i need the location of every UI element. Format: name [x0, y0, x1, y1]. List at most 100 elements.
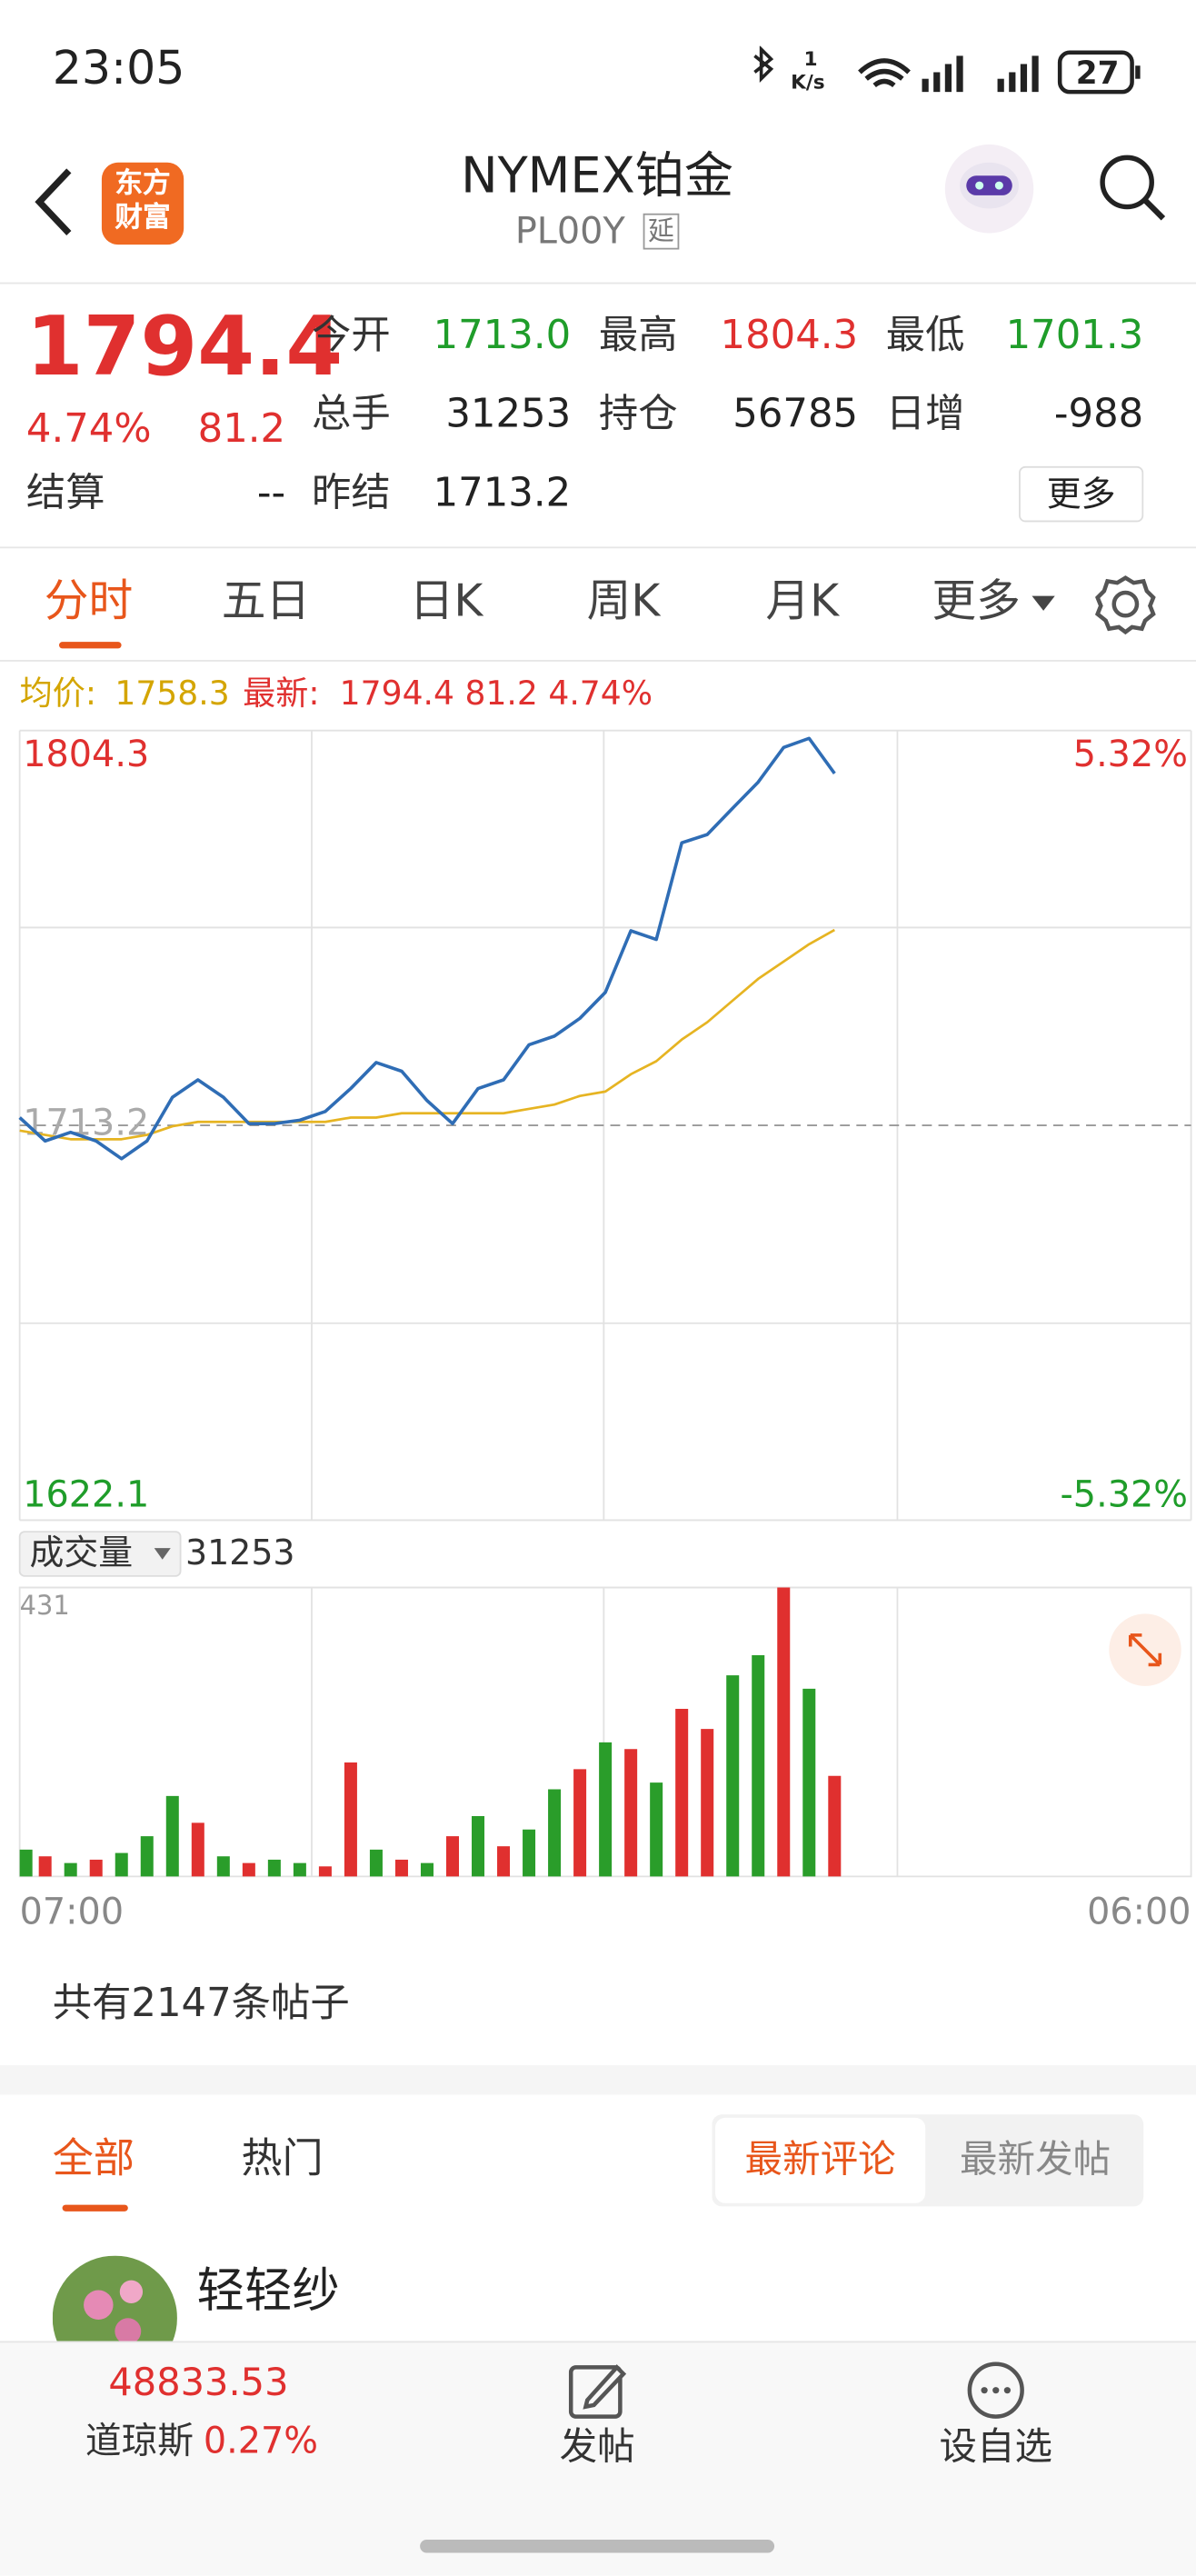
settings-button[interactable]: [1094, 573, 1157, 635]
net-speed: 1: [803, 47, 818, 71]
change-percent: 4.74%: [25, 405, 152, 452]
volume-bar: [38, 1856, 52, 1877]
period-tab[interactable]: 更多: [932, 575, 1021, 627]
post-icon[interactable]: [568, 2361, 627, 2420]
home-indicator: [420, 2540, 775, 2553]
dropdown-arrow: [154, 1548, 171, 1560]
last-price: 1794.4: [25, 298, 344, 394]
volume-bar: [573, 1769, 587, 1877]
chart-frame: [18, 730, 1192, 1878]
field-value: 1713.2: [433, 469, 572, 516]
volume-bar: [318, 1866, 332, 1877]
field-value: --: [256, 469, 286, 516]
index-name[interactable]: 道琼斯: [85, 2421, 194, 2463]
battery-level: 27: [1075, 55, 1120, 93]
volume-bar: [752, 1654, 765, 1877]
volume-bar: [624, 1749, 638, 1877]
logo-text: 东方: [115, 167, 171, 201]
search-button[interactable]: [1096, 151, 1168, 223]
delay-tag: 延: [643, 213, 680, 250]
symbol-code: PL00Y: [514, 211, 625, 254]
volume-bar: [472, 1815, 485, 1877]
volume-bar: [777, 1587, 791, 1877]
change-amount: 81.2: [197, 405, 286, 452]
y-tick-label: 1622.1: [23, 1474, 149, 1516]
volume-bar: [701, 1729, 714, 1877]
last-label: 最新:: [243, 673, 320, 713]
user-name[interactable]: 轻轻纱: [196, 2261, 340, 2319]
volume-bar: [802, 1688, 816, 1877]
volume-bar: [344, 1762, 357, 1877]
field-value: -988: [1053, 390, 1144, 437]
more-button[interactable]: 更多: [1019, 465, 1144, 523]
page-title: NYMEX铂金: [461, 147, 734, 205]
y2-tick-label: 5.32%: [1073, 734, 1188, 775]
volume-bar: [242, 1862, 255, 1877]
field-value: 31253: [445, 390, 572, 437]
post-tab[interactable]: 全部: [52, 2133, 135, 2182]
field-value: 56785: [733, 390, 859, 437]
volume-title: 成交量: [29, 1533, 133, 1573]
volume-bar: [420, 1862, 434, 1877]
field-label: 最高: [598, 312, 678, 358]
section-gap: [0, 2065, 1196, 2095]
volume-bar: [523, 1829, 536, 1877]
post-tab[interactable]: 热门: [241, 2133, 324, 2182]
action-label[interactable]: 设自选: [939, 2426, 1053, 2470]
volume-bar: [497, 1846, 511, 1877]
volume-bar: [89, 1859, 103, 1877]
field-label: 总手: [311, 390, 391, 437]
y2-tick-label: -5.32%: [1060, 1474, 1187, 1516]
volume-bar: [216, 1856, 230, 1877]
dropdown-arrow: [1032, 595, 1055, 611]
field-label: 今开: [311, 312, 391, 358]
volume-bar: [165, 1795, 179, 1877]
field-label: 最低: [885, 312, 965, 358]
volume-bar: [19, 1849, 33, 1877]
volume-bar: [548, 1789, 562, 1877]
watchlist-icon[interactable]: [966, 2361, 1025, 2420]
volume-bar: [394, 1859, 408, 1877]
volume-bar: [191, 1822, 204, 1877]
sort-option[interactable]: 最新评论: [715, 2117, 926, 2203]
volume-bar: [675, 1708, 689, 1877]
period-tab[interactable]: 周K: [586, 575, 661, 627]
period-tab[interactable]: 五日: [221, 575, 311, 627]
index-change[interactable]: 0.27%: [203, 2421, 319, 2463]
back-button[interactable]: [29, 165, 78, 240]
volume-bar: [140, 1836, 154, 1877]
period-tab[interactable]: 分时: [44, 575, 134, 627]
volume-bar: [599, 1742, 613, 1877]
action-label[interactable]: 发帖: [559, 2426, 635, 2470]
field-value: 1701.3: [1005, 312, 1144, 358]
period-tab[interactable]: 日K: [409, 575, 483, 627]
x-tick-label: 07:00: [20, 1891, 124, 1932]
price-line: [18, 736, 836, 1161]
volume-selector[interactable]: [18, 1531, 182, 1577]
volume-total: 31253: [185, 1533, 295, 1573]
index-value[interactable]: 48833.53: [108, 2361, 289, 2405]
bottom-bar: [0, 2341, 1196, 2576]
volume-bar: [650, 1782, 663, 1877]
field-label: 日增: [885, 390, 965, 437]
tab-indicator: [58, 642, 122, 649]
volume-bar: [726, 1675, 740, 1877]
expand-icon: [1128, 1633, 1162, 1667]
average-line: [19, 928, 835, 1141]
field-label: 昨结: [311, 469, 391, 516]
avg-value: 1758.3: [115, 673, 230, 713]
tab-indicator: [62, 2204, 128, 2212]
field-value: 1804.3: [720, 312, 859, 358]
volume-bar: [64, 1862, 77, 1877]
field-label: 持仓: [598, 390, 678, 437]
sort-option[interactable]: 最新发帖: [960, 2139, 1111, 2182]
assistant-avatar[interactable]: [942, 141, 1037, 236]
volume-bar: [293, 1862, 306, 1877]
user-avatar[interactable]: [52, 2255, 177, 2354]
app-logo: 东方 财富: [101, 162, 184, 245]
period-tab[interactable]: 月K: [765, 575, 840, 627]
field-label: 结算: [25, 469, 105, 516]
volume-bar: [267, 1859, 281, 1877]
field-value: 1713.0: [433, 312, 572, 358]
volume-bar: [828, 1775, 842, 1877]
